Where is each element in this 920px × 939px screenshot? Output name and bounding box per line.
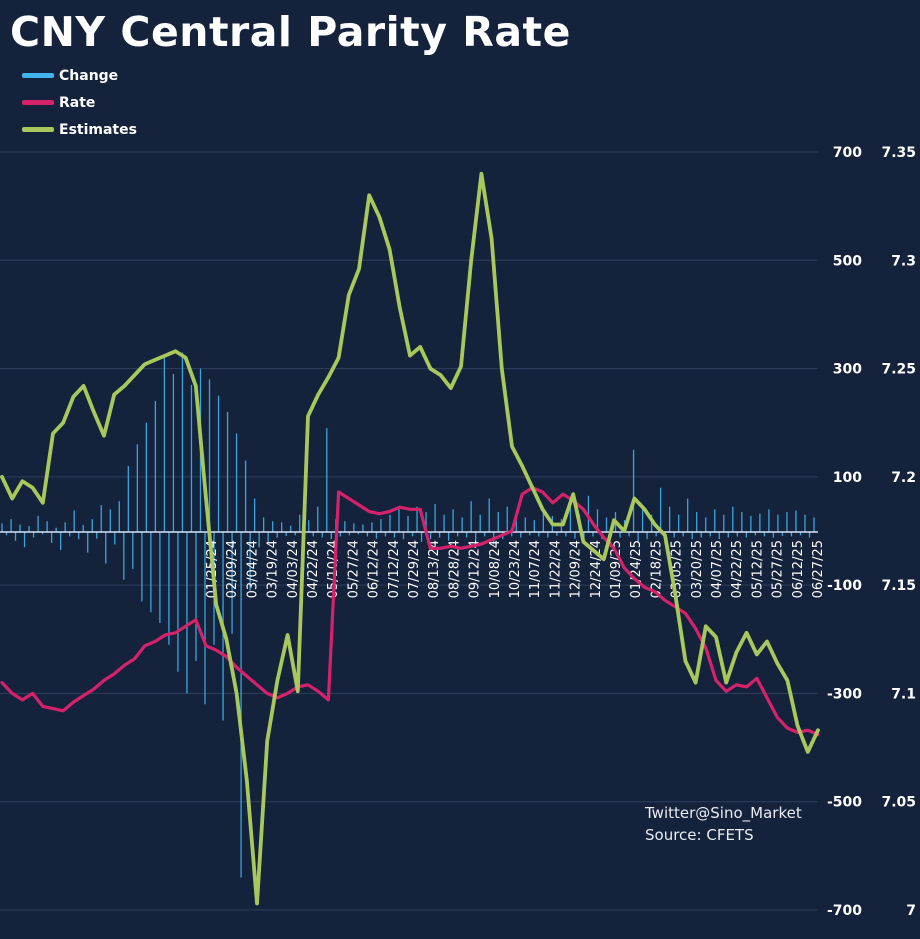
x-tick-label: 11/07/24: [528, 540, 543, 598]
x-tick-label: 01/24/25: [629, 540, 644, 598]
legend-item-estimates[interactable]: Estimates: [22, 116, 137, 143]
series-lines: [0, 171, 820, 906]
legend-label-estimates: Estimates: [59, 121, 137, 138]
x-tick-label: 02/18/25: [649, 540, 664, 598]
legend-item-rate[interactable]: Rate: [22, 89, 137, 116]
x-tick-label: 09/12/24: [468, 540, 483, 598]
series-line-estimates: [0, 171, 820, 906]
y-left-tick-label: 300: [833, 362, 862, 378]
source-credit: Twitter@Sino_Market Source: CFETS: [645, 802, 802, 846]
legend: Change Rate Estimates: [22, 62, 137, 143]
credit-twitter: Twitter@Sino_Market: [645, 804, 802, 822]
x-tick-label: 04/03/24: [286, 540, 301, 598]
y-right-tick-label: 7.2: [891, 470, 916, 486]
x-tick-label: 10/23/24: [508, 540, 523, 598]
x-tick-label: 03/20/25: [690, 540, 705, 598]
x-tick-label: 08/28/24: [447, 540, 462, 598]
x-tick-label: 05/27/25: [771, 540, 786, 598]
legend-label-rate: Rate: [59, 94, 96, 111]
y-right-tick-label: 7.15: [881, 578, 916, 594]
x-tick-label: 01/09/25: [609, 540, 624, 598]
y-right-tick-label: 7.25: [881, 362, 916, 378]
x-tick-label: 05/12/25: [750, 540, 765, 598]
legend-label-change: Change: [59, 67, 119, 84]
x-tick-label: 08/13/24: [427, 540, 442, 598]
legend-swatch-rate: [22, 100, 54, 105]
y-left-tick-label: -700: [827, 903, 862, 919]
y-right-tick-label: 7.3: [891, 253, 916, 269]
x-tick-label: 07/12/24: [387, 540, 402, 598]
x-tick-label: 06/12/25: [791, 540, 806, 598]
y-axis-tick-labels: 700 7.35 500 7.3 300 7.25 100 7.2 -100 7.15 -300 7.…: [827, 145, 916, 919]
x-tick-label: 11/22/24: [548, 540, 563, 598]
x-tick-label: 10/08/24: [488, 540, 503, 598]
x-tick-label: 06/12/24: [367, 540, 382, 598]
x-tick-label: 03/04/24: [245, 540, 260, 598]
chart-title: CNY Central Parity Rate: [10, 8, 571, 56]
x-tick-label: 02/09/24: [225, 540, 240, 598]
legend-item-change[interactable]: Change: [22, 62, 137, 89]
grid-lines: [0, 151, 818, 911]
x-tick-label: 04/22/24: [306, 540, 321, 598]
y-left-tick-label: 500: [833, 253, 862, 269]
legend-swatch-estimates: [22, 127, 54, 132]
y-left-tick-label: -500: [827, 795, 862, 811]
y-right-tick-label: 7.1: [891, 686, 916, 702]
x-tick-label: 05/27/24: [346, 540, 361, 598]
legend-swatch-change: [22, 73, 54, 78]
change-bars: [1, 352, 815, 878]
series-line-rate: [0, 486, 820, 737]
y-left-tick-label: 700: [833, 145, 862, 161]
y-right-tick-label: 7.05: [881, 795, 916, 811]
x-tick-label: 06/27/25: [811, 540, 826, 598]
x-tick-label: 03/19/24: [266, 540, 281, 598]
x-tick-label: 04/22/25: [730, 540, 745, 598]
y-left-tick-label: 100: [833, 470, 862, 486]
y-left-tick-label: -300: [827, 686, 862, 702]
y-left-tick-label: -100: [827, 578, 862, 594]
x-tick-label: 04/07/25: [710, 540, 725, 598]
credit-source: Source: CFETS: [645, 826, 754, 844]
y-right-tick-label: 7.35: [881, 145, 916, 161]
x-tick-label: 07/29/24: [407, 540, 422, 598]
x-tick-label: 12/09/24: [569, 540, 584, 598]
y-right-tick-label: 7: [906, 903, 916, 919]
x-axis-tick-labels: 01/25/24 02/09/24 03/04/24 03/19/24 04/03/24…: [205, 540, 826, 598]
